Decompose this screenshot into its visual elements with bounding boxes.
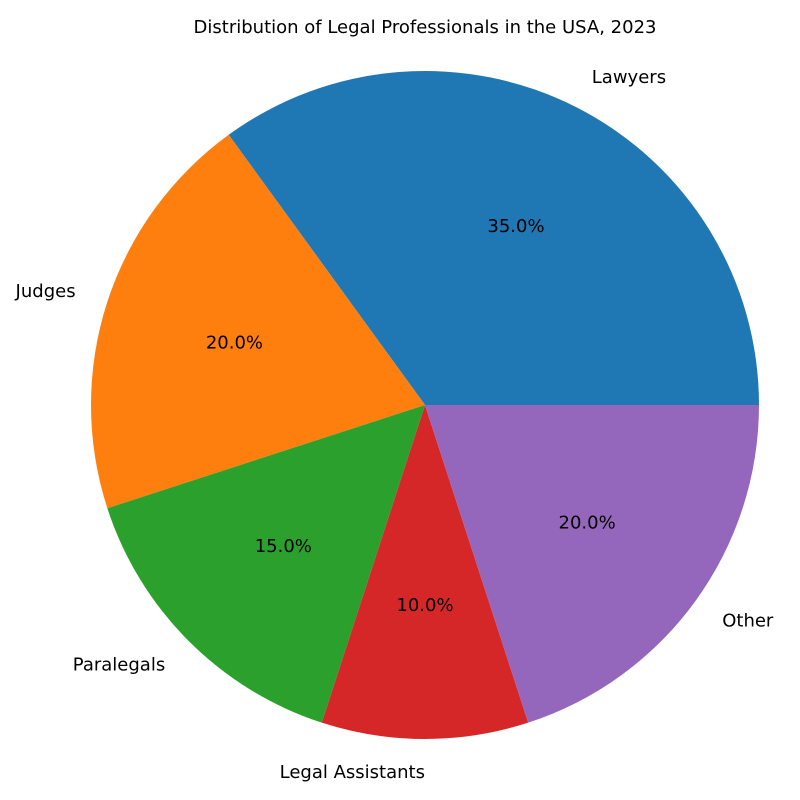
category-label-paralegals: Paralegals: [73, 654, 165, 675]
percent-label-other: 20.0%: [559, 512, 616, 533]
percent-label-paralegals: 15.0%: [255, 536, 312, 557]
chart-title: Distribution of Legal Professionals in t…: [194, 17, 657, 38]
percent-label-legal-assistants: 10.0%: [396, 595, 453, 616]
pie-slice-paralegals: [107, 405, 426, 723]
category-label-legal-assistants: Legal Assistants: [280, 762, 425, 783]
percent-label-judges: 20.0%: [206, 333, 263, 354]
category-label-other: Other: [722, 610, 774, 631]
pie-slices: [91, 71, 759, 740]
pie-slice-other: [425, 405, 759, 723]
pie-slice-legal-assistants: [321, 405, 529, 740]
category-label-judges: Judges: [15, 281, 76, 302]
percent-label-lawyers: 35.0%: [487, 216, 544, 237]
pie-slice-judges: [91, 134, 425, 509]
pie-labels: 35.0% Lawyers 20.0% Judges 15.0% Paralegals 10…: [15, 67, 774, 783]
pie-slice-lawyers: [228, 71, 759, 405]
category-label-lawyers: Lawyers: [592, 67, 666, 88]
